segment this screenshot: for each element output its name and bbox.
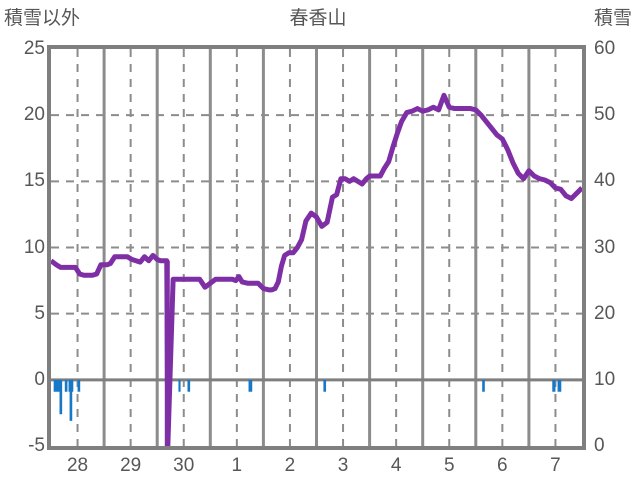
x-axis-tick: 3 bbox=[337, 455, 349, 476]
x-axis-tick: 30 bbox=[173, 455, 195, 476]
y-axis-right-tick: 30 bbox=[594, 236, 616, 258]
x-axis-tick: 2 bbox=[284, 455, 296, 476]
chart-svg bbox=[51, 49, 582, 446]
x-axis-tick: 1 bbox=[231, 455, 243, 476]
x-axis-tick: 7 bbox=[550, 455, 561, 476]
x-axis-tick: 28 bbox=[66, 455, 89, 476]
y-axis-right-tick: 50 bbox=[594, 104, 616, 126]
gridlines bbox=[51, 49, 582, 446]
right-axis-title: 積雪 bbox=[593, 8, 632, 29]
y-axis-right-tick: 10 bbox=[594, 368, 616, 390]
y-axis-right-tick: 0 bbox=[594, 435, 605, 456]
x-axis-tick: 6 bbox=[497, 455, 508, 476]
y-axis-right-tick: 20 bbox=[594, 302, 616, 324]
y-axis-left-tick: 0 bbox=[34, 368, 45, 390]
x-axis-tick: 5 bbox=[443, 455, 455, 476]
y-axis-left-tick: 5 bbox=[34, 302, 45, 324]
y-axis-right-tick: 60 bbox=[594, 38, 616, 59]
y-axis-left-tick: -5 bbox=[28, 435, 45, 456]
y-axis-left-tick: 20 bbox=[23, 104, 45, 126]
y-axis-left-tick: 25 bbox=[23, 38, 45, 59]
y-axis-right-tick: 40 bbox=[594, 170, 616, 192]
chart-title: 春香山 bbox=[289, 8, 347, 29]
plot-area bbox=[47, 45, 586, 450]
x-axis-tick: 29 bbox=[120, 455, 142, 476]
y-axis-left-tick: 10 bbox=[23, 236, 45, 258]
snow-depth-line bbox=[51, 92, 582, 446]
precipitation-bars bbox=[53, 379, 562, 421]
plot-inner bbox=[51, 49, 582, 446]
left-axis-title: 積雪以外 bbox=[4, 8, 81, 29]
x-axis-tick: 4 bbox=[390, 455, 402, 476]
y-axis-left-tick: 15 bbox=[23, 170, 45, 192]
